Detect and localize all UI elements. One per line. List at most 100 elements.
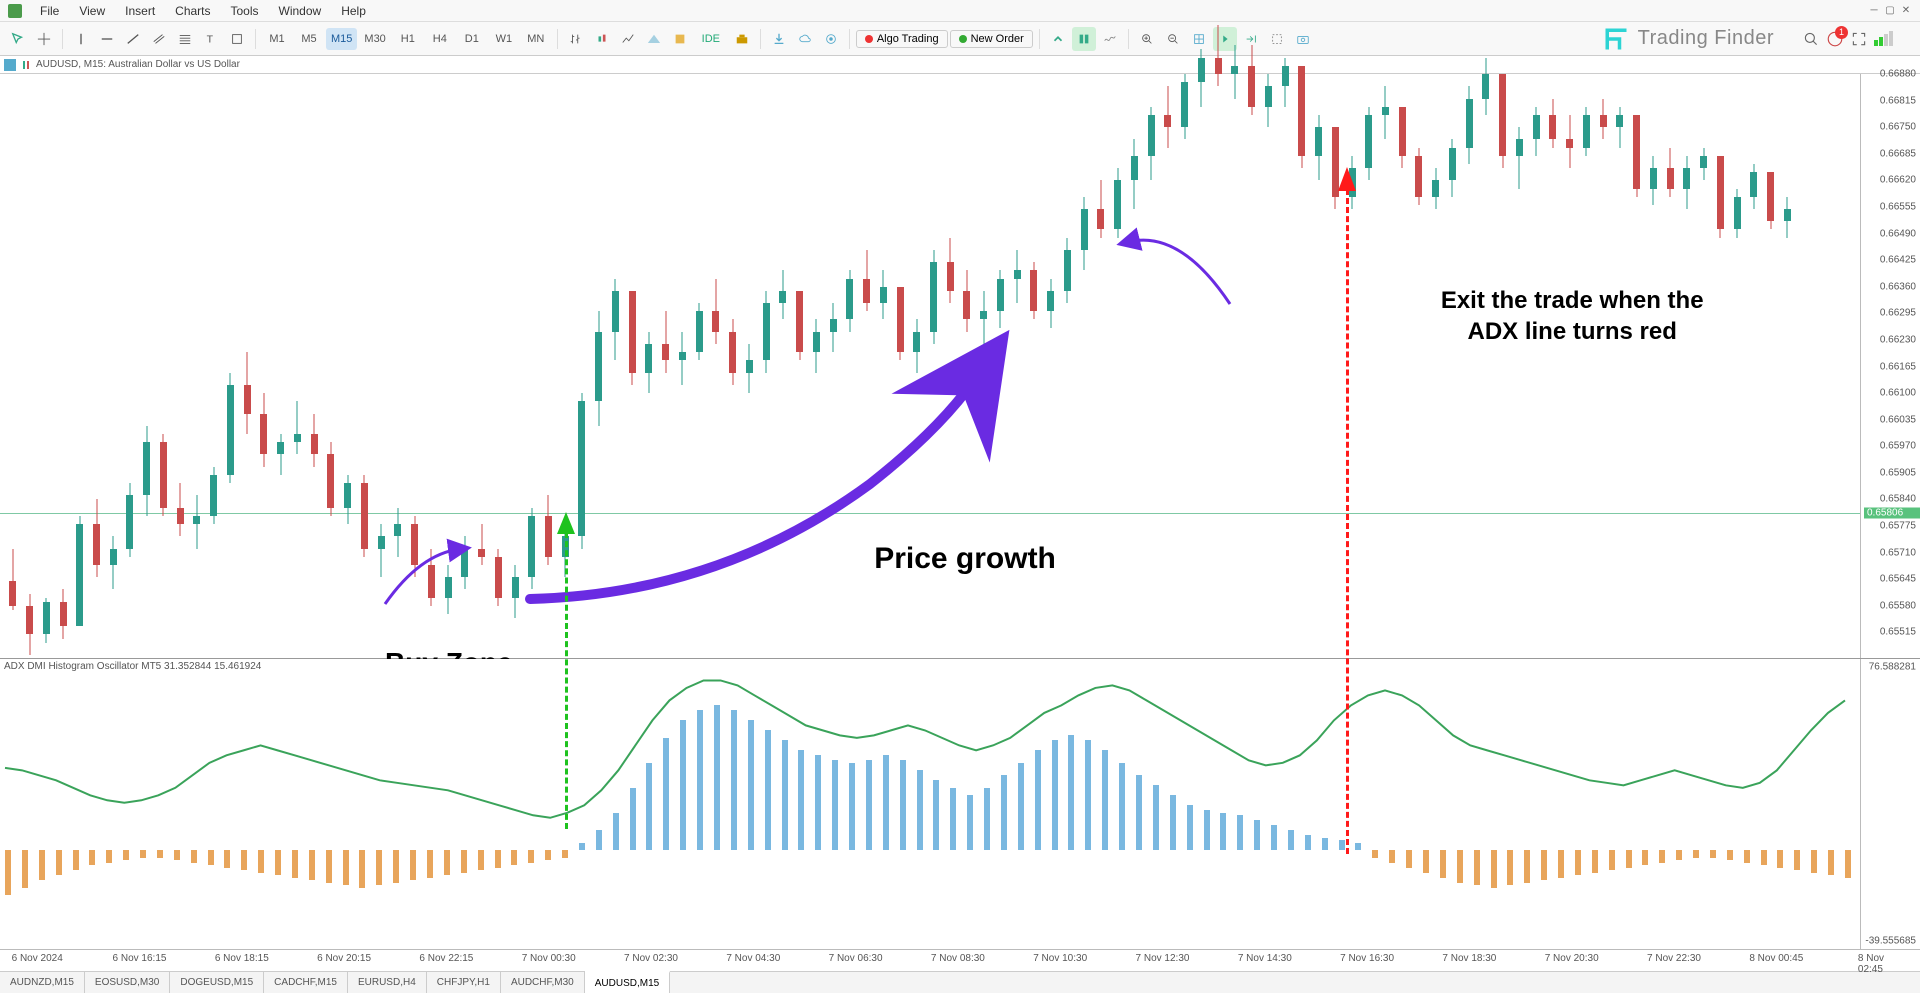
zoom-in-icon[interactable] <box>1135 27 1159 51</box>
menu-view[interactable]: View <box>69 2 115 20</box>
timeframe-mn[interactable]: MN <box>521 28 551 50</box>
time-label: 7 Nov 02:30 <box>624 953 678 964</box>
candle <box>1231 74 1238 659</box>
tab-eosusd-m30[interactable]: EOSUSD,M30 <box>85 972 170 993</box>
timeframe-m30[interactable]: M30 <box>359 28 390 50</box>
candle <box>1265 74 1272 659</box>
candle <box>1282 74 1289 659</box>
tab-chfjpy-h1[interactable]: CHFJPY,H1 <box>427 972 501 993</box>
notification-icon[interactable]: 1 <box>1826 30 1844 48</box>
algo-trading-button[interactable]: Algo Trading <box>856 30 948 48</box>
grid-icon[interactable] <box>1187 27 1211 51</box>
candle <box>1549 74 1556 659</box>
timeframe-m1[interactable]: M1 <box>262 28 292 50</box>
candle <box>1332 74 1339 659</box>
exit-signal-line <box>1346 189 1349 854</box>
shapes-tool-icon[interactable] <box>225 27 249 51</box>
crosshair-tool-icon[interactable] <box>32 27 56 51</box>
time-label: 7 Nov 16:30 <box>1340 953 1394 964</box>
marketwatch-icon[interactable] <box>668 27 692 51</box>
candle <box>1583 74 1590 659</box>
tab-audusd-m15[interactable]: AUDUSD,M15 <box>585 971 670 993</box>
candle <box>43 74 50 659</box>
timeframe-w1[interactable]: W1 <box>489 28 519 50</box>
price-tick: 0.66880 <box>1880 69 1916 80</box>
trade-up-icon[interactable] <box>1046 27 1070 51</box>
channel-tool-icon[interactable] <box>147 27 171 51</box>
candle <box>26 74 33 659</box>
chart-depth-icon[interactable] <box>642 27 666 51</box>
price-tick: 0.66750 <box>1880 122 1916 133</box>
menu-file[interactable]: File <box>30 2 69 20</box>
fullscreen-icon[interactable] <box>1850 30 1868 48</box>
fib-tool-icon[interactable] <box>173 27 197 51</box>
menu-tools[interactable]: Tools <box>221 2 269 20</box>
trendline-tool-icon[interactable] <box>121 27 145 51</box>
screenshot-icon[interactable] <box>1291 27 1315 51</box>
candle <box>1298 74 1305 659</box>
maximize-icon[interactable]: ▢ <box>1884 5 1896 17</box>
indicator-tick: 76.588281 <box>1869 662 1916 673</box>
object-list-icon[interactable] <box>1265 27 1289 51</box>
indicator-chart[interactable]: ADX DMI Histogram Oscillator MT5 31.3528… <box>0 659 1920 949</box>
timeframe-d1[interactable]: D1 <box>457 28 487 50</box>
time-label: 7 Nov 14:30 <box>1238 953 1292 964</box>
shift-icon[interactable] <box>1213 27 1237 51</box>
tab-dogeusd-m15[interactable]: DOGEUSD,M15 <box>170 972 264 993</box>
tab-audchf-m30[interactable]: AUDCHF,M30 <box>501 972 585 993</box>
candle <box>1097 74 1104 659</box>
chart-header: AUDUSD, M15: Australian Dollar vs US Dol… <box>0 56 1920 74</box>
tab-eurusd-h4[interactable]: EURUSD,H4 <box>348 972 427 993</box>
menu-help[interactable]: Help <box>331 2 376 20</box>
search-icon[interactable] <box>1802 30 1820 48</box>
chart-line-icon[interactable] <box>616 27 640 51</box>
toolbox-icon[interactable] <box>730 27 754 51</box>
cursor-tool-icon[interactable] <box>6 27 30 51</box>
close-icon[interactable]: ✕ <box>1900 5 1912 17</box>
chart-candles-icon[interactable] <box>590 27 614 51</box>
exit-pointer-icon <box>1120 224 1240 319</box>
ide-button[interactable]: IDE <box>694 27 728 51</box>
vps-icon[interactable] <box>819 27 843 51</box>
price-tick: 0.66685 <box>1880 148 1916 159</box>
indicator-tick: -39.555685 <box>1865 936 1916 947</box>
menu-insert[interactable]: Insert <box>115 2 165 20</box>
menu-charts[interactable]: Charts <box>165 2 220 20</box>
time-label: 7 Nov 22:30 <box>1647 953 1701 964</box>
timeframe-h1[interactable]: H1 <box>393 28 423 50</box>
candle <box>1449 74 1456 659</box>
menu-window[interactable]: Window <box>269 2 332 20</box>
time-label: 7 Nov 18:30 <box>1442 953 1496 964</box>
price-tick: 0.65645 <box>1880 574 1916 585</box>
timeframe-m5[interactable]: M5 <box>294 28 324 50</box>
timeframe-h4[interactable]: H4 <box>425 28 455 50</box>
minimize-icon[interactable]: ─ <box>1868 5 1880 17</box>
candle <box>1750 74 1757 659</box>
hline-tool-icon[interactable] <box>95 27 119 51</box>
download-icon[interactable] <box>767 27 791 51</box>
text-tool-icon[interactable]: T <box>199 27 223 51</box>
time-label: 7 Nov 10:30 <box>1033 953 1087 964</box>
tab-cadchf-m15[interactable]: CADCHF,M15 <box>264 972 348 993</box>
candle <box>1415 74 1422 659</box>
chart-bars-icon[interactable] <box>564 27 588 51</box>
price-tick: 0.66100 <box>1880 388 1916 399</box>
candle <box>1164 74 1171 659</box>
cloud-icon[interactable] <box>793 27 817 51</box>
trade-signal-icon[interactable] <box>1098 27 1122 51</box>
tab-audnzd-m15[interactable]: AUDNZD,M15 <box>0 972 85 993</box>
new-order-button[interactable]: New Order <box>950 30 1033 48</box>
candle <box>1683 74 1690 659</box>
buy-pointer-icon <box>380 544 480 619</box>
connection-icon[interactable] <box>1874 30 1906 48</box>
candle <box>1198 74 1205 659</box>
candle <box>1616 74 1623 659</box>
candle <box>1600 74 1607 659</box>
price-tick: 0.66425 <box>1880 255 1916 266</box>
trade-levels-icon[interactable] <box>1072 27 1096 51</box>
candle <box>311 74 318 659</box>
zoom-out-icon[interactable] <box>1161 27 1185 51</box>
vline-tool-icon[interactable] <box>69 27 93 51</box>
timeframe-m15[interactable]: M15 <box>326 28 357 50</box>
price-chart[interactable]: 0.668800.668150.667500.666850.666200.665… <box>0 74 1920 659</box>
